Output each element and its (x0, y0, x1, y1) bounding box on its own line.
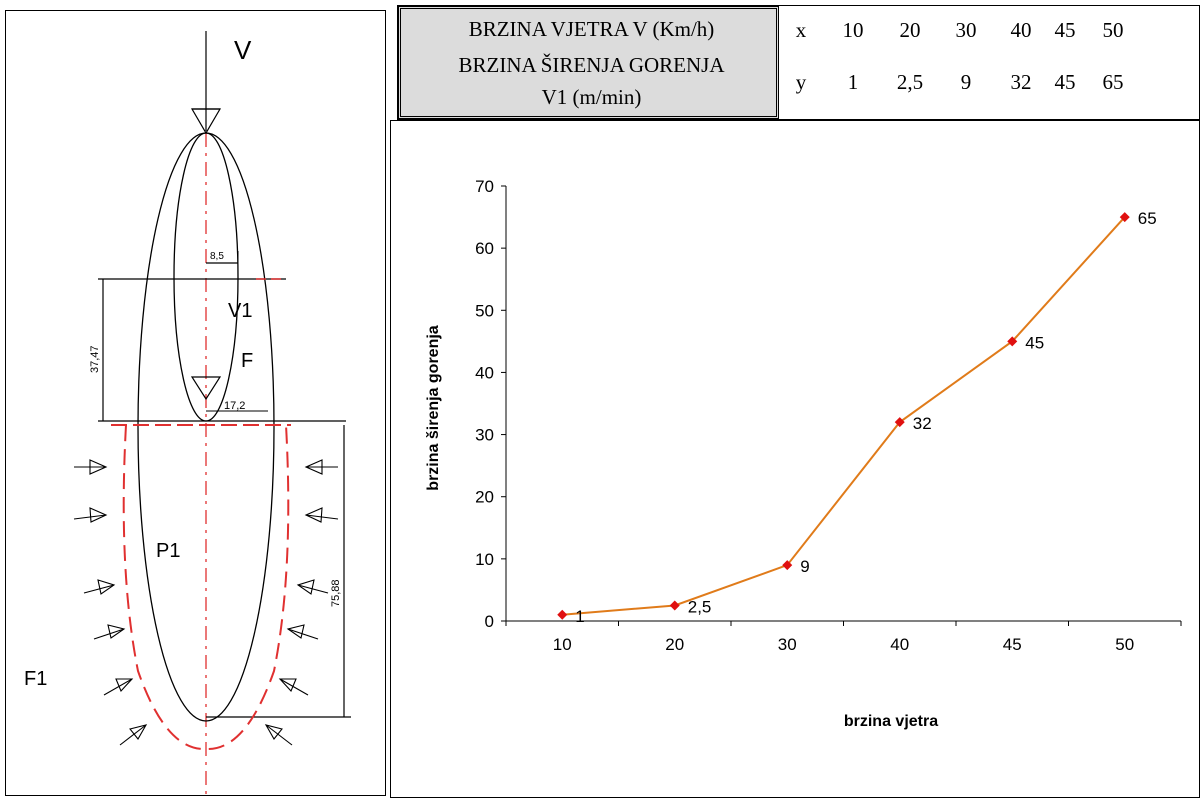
spread-speed-row-label-line1: BRZINA ŠIRENJA GORENJA (458, 53, 725, 77)
data-point-marker (669, 600, 680, 611)
dim-small-label: 8,5 (210, 251, 224, 262)
line-chart: 0 10 20 30 40 50 60 70 10 20 30 40 45 50 1 2,5 9 32 45 65 … (390, 120, 1200, 798)
x-tick-label: 45 (1003, 635, 1022, 654)
y-tick-label: 60 (475, 239, 494, 258)
fire-front-outline (122, 424, 290, 751)
y-tick-label: 10 (475, 550, 494, 569)
y-tick-label: 70 (475, 177, 494, 196)
f1-label: F1 (24, 668, 47, 690)
dim-75-label: 75,88 (330, 579, 342, 607)
x-axis-label: brzina vjetra (844, 713, 938, 730)
dim-37-label: 37,47 (89, 345, 101, 373)
data-point-marker (557, 609, 568, 620)
data-point-marker (782, 560, 793, 571)
dim-17-label: 17,2 (224, 400, 245, 412)
x-value-cell: 20 (899, 18, 921, 42)
y-value-cell: 32 (1010, 70, 1032, 94)
left-wind-arrows (73, 459, 148, 746)
data-point-marker (1007, 336, 1018, 347)
data-label: 1 (575, 607, 584, 626)
series-line (562, 216, 1126, 616)
x-value-cell: 10 (842, 18, 864, 42)
y-value-cell: 45 (1054, 70, 1076, 94)
x-value-cell: 40 (1010, 18, 1032, 42)
data-label: 65 (1138, 209, 1157, 228)
p1-label: P1 (156, 540, 180, 562)
v1-label: V1 (228, 300, 252, 322)
wind-label: V (234, 35, 252, 65)
y-tick-label: 30 (475, 426, 494, 445)
y-tick-label: 0 (485, 612, 494, 631)
y-value-cell: 2,5 (896, 70, 924, 94)
chart-axes: 0 10 20 30 40 50 60 70 10 20 30 40 45 50 (475, 177, 1182, 654)
y-tick-label: 20 (475, 488, 494, 507)
x-key: x (795, 18, 807, 42)
inner-arrow-head (190, 376, 222, 401)
x-value-cell: 50 (1102, 18, 1124, 42)
fire-spread-diagram: V 37,47 75,88 8,5 17,2 V1 F P1 F1 (5, 10, 386, 797)
chart-series: 1 2,5 9 32 45 65 (557, 209, 1157, 626)
data-label: 32 (913, 414, 932, 433)
data-label: 9 (800, 557, 809, 576)
data-table: BRZINA VJETRA V (Km/h) BRZINA ŠIRENJA GO… (397, 5, 1200, 120)
outer-ellipse (137, 132, 275, 722)
wind-speed-row-label: BRZINA VJETRA V (Km/h) (468, 17, 715, 41)
x-tick-label: 10 (553, 635, 572, 654)
right-wind-arrows (264, 459, 339, 746)
data-table-header-cell: BRZINA VJETRA V (Km/h) BRZINA ŠIRENJA GO… (398, 6, 779, 119)
data-point-marker (894, 417, 905, 428)
data-label: 45 (1025, 333, 1044, 352)
diagram-svg: V 37,47 75,88 8,5 17,2 V1 F P1 F1 (24, 31, 351, 797)
x-tick-label: 20 (665, 635, 684, 654)
x-value-cell: 30 (955, 18, 977, 42)
y-key: y (795, 70, 807, 94)
y-value-cell: 9 (960, 70, 972, 94)
y-tick-label: 40 (475, 363, 494, 382)
spread-speed-row-label-line2: V1 (m/min) (541, 85, 642, 109)
data-point-marker (1119, 212, 1130, 223)
y-tick-label: 50 (475, 301, 494, 320)
y-value-cell: 65 (1102, 70, 1124, 94)
x-value-cell: 45 (1054, 18, 1076, 42)
f-label: F (241, 350, 253, 372)
x-tick-label: 40 (890, 635, 909, 654)
data-label: 2,5 (688, 597, 712, 616)
y-axis-label: brzina širenja gorenja (425, 325, 442, 490)
y-value-cell: 1 (847, 70, 859, 94)
x-tick-label: 30 (778, 635, 797, 654)
x-tick-label: 50 (1115, 635, 1134, 654)
